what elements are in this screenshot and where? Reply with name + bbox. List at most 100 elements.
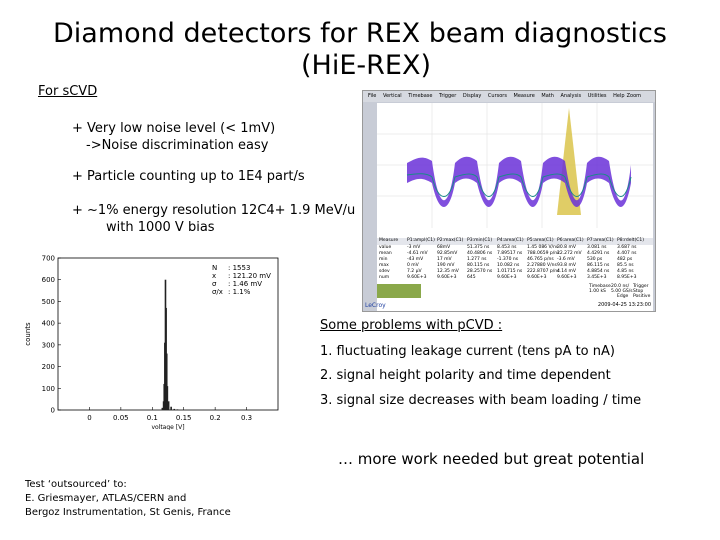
cell: 4.85 ns	[617, 269, 634, 274]
credits-line-1: Test ‘outsourced’ to:	[25, 479, 127, 490]
edge-value: Edge	[617, 294, 629, 299]
stat-value: : 1.1%	[228, 288, 251, 296]
histogram-bar	[161, 407, 164, 410]
cell: 190 mV	[437, 263, 455, 268]
y-tick-label: 700	[42, 255, 55, 263]
cell: 1.277 ns	[467, 257, 487, 262]
conclusion: … more work needed but great potential	[338, 450, 645, 468]
menu-analysis: Analysis	[560, 93, 582, 99]
cell: 40.4806 ns	[467, 251, 493, 256]
cell: 10.082 ns	[497, 263, 520, 268]
cell: 12.35 mV	[437, 269, 459, 274]
scope-timestamp: 2009-04-25 13:23:00	[597, 302, 651, 308]
zoom-label: Zoom	[626, 93, 641, 99]
histogram-bar	[170, 406, 172, 410]
row-label: value	[379, 245, 392, 250]
row-label: num	[379, 275, 390, 280]
row-label: Measure	[379, 238, 399, 243]
credits: Test ‘outsourced’ to: E. Griesmayer, ATL…	[25, 478, 231, 520]
y-tick-label: 200	[42, 363, 55, 371]
menu-timebase: Timebase	[408, 93, 433, 99]
stat-label: σ/x	[212, 288, 223, 296]
cell: -4.61 mV	[407, 251, 428, 256]
menu-help: Help	[613, 93, 625, 99]
positive-value: Positive	[633, 294, 651, 299]
rate-value: 5.00 GS/s	[611, 289, 633, 294]
bullet-1: + Very low noise level (< 1mV) ->Noise d…	[72, 120, 275, 154]
menu-math: Math	[541, 93, 554, 99]
menu-measure: Measure	[513, 93, 535, 99]
y-tick-label: 0	[51, 407, 55, 415]
row-label: min	[379, 257, 388, 262]
cell: 9.60E+3	[407, 275, 427, 280]
histogram-bar	[167, 401, 170, 410]
menu-cursors: Cursors	[487, 93, 507, 99]
stat-label: N	[212, 264, 217, 272]
histogram-stats: N: 1553 x: 121.20 mV σ: 1.46 mV σ/x: 1.1%	[212, 264, 271, 296]
cell: -1.370 ns	[497, 257, 519, 262]
histogram-bar	[165, 353, 168, 410]
cell: 0 mV	[407, 263, 419, 268]
y-tick-label: 300	[42, 341, 55, 349]
cell: 4.8854 ns	[587, 269, 610, 274]
y-axis-label: counts	[24, 322, 32, 346]
scope-waveform	[377, 103, 653, 228]
cell: -43 mV	[407, 257, 424, 262]
cell: 86.115 ns	[587, 263, 610, 268]
slide-title: Diamond detectors for REX beam diagnosti…	[0, 18, 720, 82]
x-tick-label: 0.3	[241, 414, 252, 422]
title-line-2: (HiE-REX)	[301, 50, 431, 81]
cell: 7.2 µV	[407, 269, 422, 274]
y-tick-label: 600	[42, 276, 55, 284]
histogram-axes: 0 100 200 300 400 500 600 700 0 0.05 0.1 0.15 0.2 0.3…	[24, 255, 279, 430]
cell: P2:max(C1)	[437, 238, 464, 243]
cell: 30.8 mV	[557, 245, 576, 250]
histogram-bar	[166, 386, 169, 410]
cell: P3:min(C1)	[467, 238, 493, 243]
stat-value: : 121.20 mV	[228, 272, 271, 280]
stat-value: : 1.46 mV	[228, 280, 262, 288]
lecroy-logo: LeCroy	[365, 302, 386, 309]
cell: 4.14 mV	[557, 269, 576, 274]
cell: 8.95E+3	[617, 275, 637, 280]
measure-row-header: Measure P1:ampl(C1) P2:max(C1) P3:min(C1…	[377, 238, 653, 245]
timebase-value: 20.0 ns/	[611, 284, 630, 289]
bullet-3-line-1: + ~1% energy resolution 12C4+ 1.9 MeV/u	[72, 203, 356, 218]
cell: P1:ampl(C1)	[407, 238, 435, 243]
cell: P5:area(C1)	[527, 238, 554, 243]
bullet-3-line-2: with 1000 V bias	[106, 220, 215, 235]
row-label: max	[379, 263, 389, 268]
problem-3: 3. signal size decreases with beam loadi…	[320, 393, 642, 408]
cell: 80.115 ns	[467, 263, 490, 268]
cell: 93.8 mV	[557, 263, 576, 268]
cell: 68mV	[437, 245, 451, 250]
x-tick-label: 0.15	[176, 414, 192, 422]
cell: 7.89517 ns	[497, 251, 523, 256]
x-axis-label: voltage [V]	[151, 424, 184, 430]
cell: 85.5 ns	[617, 263, 634, 268]
bullet-2: + Particle counting up to 1E4 part/s	[72, 168, 305, 185]
cell: P6:area(C1)	[557, 238, 584, 243]
problems-heading: Some problems with pCVD :	[320, 318, 503, 333]
cell: 9.60E+3	[497, 275, 517, 280]
cell: 1.01715 ns	[497, 269, 523, 274]
cell: 22.272 mV	[557, 251, 582, 256]
trigger-label: Trigger	[633, 284, 649, 289]
stop-value: Stop	[633, 289, 644, 294]
scope-screen: Measure P1:ampl(C1) P2:max(C1) P3:min(C1…	[377, 103, 653, 311]
cell: 51.375 ns	[467, 245, 490, 250]
cell: 788.0659 p/ns	[527, 251, 560, 256]
credits-line-3: Bergoz Instrumentation, St Genis, France	[25, 507, 231, 518]
cell: 9.60E+3	[527, 275, 547, 280]
bullet-1-line-1: + Very low noise level (< 1mV)	[72, 121, 276, 136]
channel-block	[377, 284, 421, 298]
stat-label: x	[212, 272, 216, 280]
y-tick-label: 400	[42, 320, 55, 328]
title-line-1: Diamond detectors for REX beam diagnosti…	[53, 18, 667, 49]
cell: 17 mV	[437, 257, 452, 262]
menu-vertical: Vertical	[382, 93, 402, 99]
cell: 1.45 086 V/ns	[527, 245, 559, 250]
cell: 645	[467, 275, 476, 280]
menu-display: Display	[462, 93, 482, 99]
samples-value: 1.00 kS	[589, 289, 606, 294]
